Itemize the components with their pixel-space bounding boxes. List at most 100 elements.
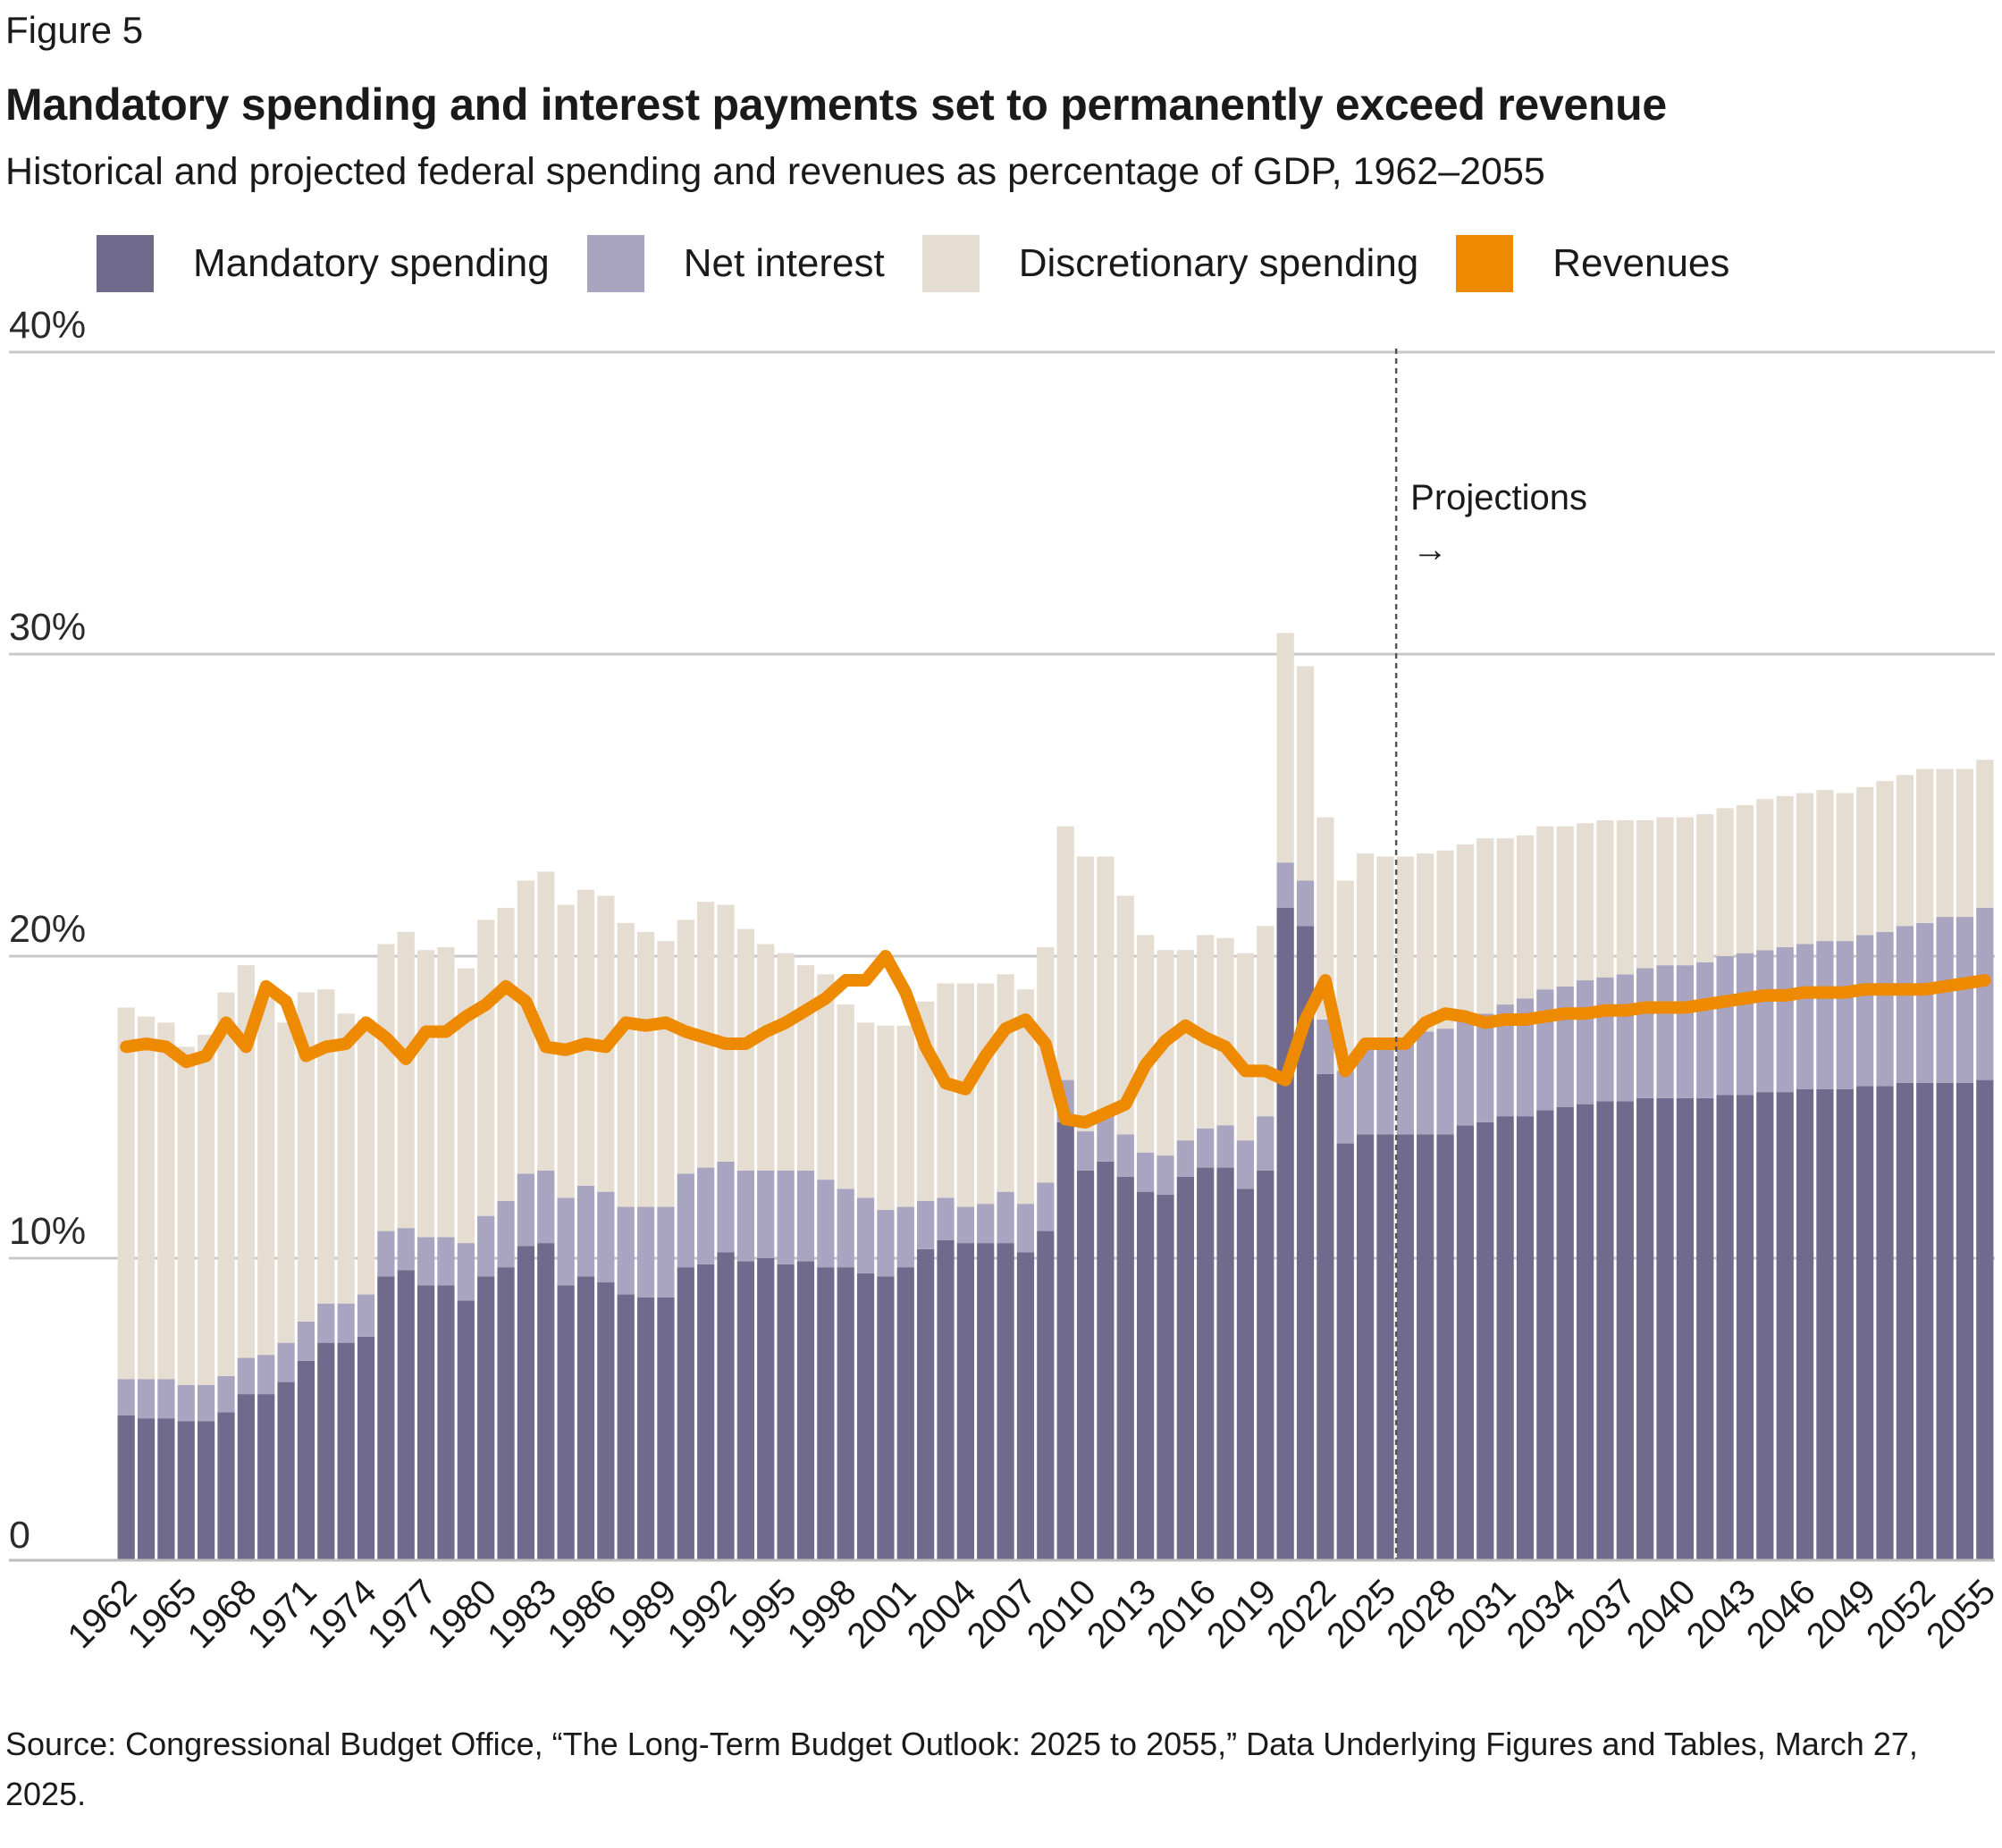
x-tick-label: 1974 <box>300 1572 384 1656</box>
bar-net-interest <box>1816 941 1834 1089</box>
bar-net-interest <box>1176 1140 1194 1177</box>
legend-label-mandatory: Mandatory spending <box>193 241 550 285</box>
bar-mandatory <box>477 1276 495 1560</box>
bar-discretionary <box>237 965 255 1358</box>
bar-discretionary <box>1856 786 1874 936</box>
legend-swatch-discretionary <box>921 235 980 292</box>
bar-mandatory <box>1176 1176 1194 1560</box>
bar-net-interest <box>1076 1131 1095 1171</box>
bar-net-interest <box>657 1206 675 1298</box>
bar-discretionary <box>416 950 435 1238</box>
bar-discretionary <box>517 880 535 1174</box>
bar-discretionary <box>1116 895 1134 1135</box>
bar-discretionary <box>1896 775 1914 927</box>
bar-mandatory <box>657 1297 675 1560</box>
bar-net-interest <box>1836 941 1854 1089</box>
bar-discretionary <box>1456 844 1475 1020</box>
bar-discretionary <box>1376 856 1394 1047</box>
bar-discretionary <box>1216 937 1234 1126</box>
bar-discretionary <box>1976 760 1994 908</box>
x-tick-label: 2013 <box>1080 1572 1164 1656</box>
bar-mandatory <box>997 1243 1014 1560</box>
bar-discretionary <box>1276 633 1294 863</box>
bar-mandatory <box>717 1252 735 1560</box>
x-tick-label: 2028 <box>1379 1572 1463 1656</box>
bar-discretionary <box>1636 819 1654 969</box>
x-tick-label: 2001 <box>840 1572 924 1656</box>
bar-discretionary <box>1056 826 1074 1080</box>
bar-net-interest <box>1456 1019 1475 1126</box>
bar-mandatory <box>1576 1104 1594 1560</box>
bar-mandatory <box>1756 1092 1774 1560</box>
bar-discretionary <box>717 904 735 1162</box>
x-tick-label: 1965 <box>121 1572 205 1656</box>
bar-mandatory <box>796 1261 815 1560</box>
bar-net-interest <box>777 1170 795 1264</box>
revenue-line-layer <box>120 950 1991 1129</box>
bar-net-interest <box>1496 1004 1514 1117</box>
bar-mandatory <box>877 1276 895 1560</box>
bar-discretionary <box>1876 780 1894 932</box>
x-tick-label: 2037 <box>1560 1572 1644 1656</box>
bar-mandatory <box>457 1300 475 1560</box>
bar-net-interest <box>157 1379 175 1419</box>
bar-net-interest <box>617 1206 635 1295</box>
legend-item-net-interest: Net interest <box>586 235 885 292</box>
bar-net-interest <box>557 1197 575 1286</box>
bar-net-interest <box>477 1215 495 1277</box>
bar-discretionary <box>437 946 455 1238</box>
bar-mandatory <box>837 1267 854 1560</box>
bar-mandatory <box>636 1297 655 1560</box>
bar-discretionary <box>1257 926 1274 1117</box>
bar-mandatory <box>1157 1195 1174 1560</box>
bar-mandatory <box>617 1294 635 1560</box>
bar-mandatory <box>1356 1134 1375 1560</box>
bar-mandatory <box>397 1270 415 1560</box>
bar-net-interest <box>977 1204 995 1244</box>
bar-net-interest <box>497 1200 515 1268</box>
bar-mandatory <box>1496 1116 1514 1560</box>
bar-discretionary <box>1396 856 1414 1041</box>
bar-discretionary <box>457 968 475 1244</box>
bar-net-interest <box>1016 1204 1035 1253</box>
bar-mandatory <box>517 1246 535 1560</box>
bar-discretionary <box>1316 817 1334 1020</box>
bar-mandatory <box>416 1285 435 1560</box>
bar-discretionary <box>1696 814 1714 962</box>
bar-net-interest <box>997 1191 1014 1244</box>
x-tick-label: 2016 <box>1140 1572 1224 1656</box>
bar-mandatory <box>1676 1097 1695 1560</box>
bar-mandatory <box>1216 1167 1234 1560</box>
legend-swatch-revenues <box>1456 235 1514 292</box>
x-tick-label: 2049 <box>1799 1572 1883 1656</box>
bar-net-interest <box>377 1231 395 1277</box>
bar-discretionary <box>877 1025 895 1210</box>
bar-mandatory <box>1396 1134 1414 1560</box>
bar-net-interest <box>1276 862 1294 908</box>
revenue-line <box>120 950 1991 1129</box>
bar-discretionary <box>1476 838 1494 1014</box>
bar-discretionary <box>677 920 694 1174</box>
bar-discretionary <box>257 998 275 1356</box>
bar-mandatory <box>1816 1088 1834 1560</box>
bar-discretionary <box>1676 817 1695 966</box>
bar-mandatory <box>1696 1097 1714 1560</box>
bar-mandatory <box>1097 1161 1115 1560</box>
x-tick-label: 1962 <box>61 1572 145 1656</box>
bar-net-interest <box>1776 946 1794 1093</box>
bar-net-interest <box>297 1321 315 1361</box>
bar-net-interest <box>1137 1152 1155 1192</box>
bar-discretionary <box>497 907 515 1201</box>
bar-net-interest <box>956 1206 974 1244</box>
bar-mandatory <box>217 1412 235 1560</box>
x-tick-label: 1992 <box>660 1572 744 1656</box>
bar-net-interest <box>1676 965 1695 1098</box>
bar-discretionary <box>657 941 675 1207</box>
bar-net-interest <box>1556 986 1574 1107</box>
bar-mandatory <box>977 1243 995 1560</box>
bar-net-interest <box>517 1173 535 1247</box>
bar-discretionary <box>777 953 795 1171</box>
bar-mandatory <box>137 1418 156 1560</box>
x-tick-label: 2022 <box>1259 1572 1343 1656</box>
bar-mandatory <box>1236 1189 1255 1560</box>
